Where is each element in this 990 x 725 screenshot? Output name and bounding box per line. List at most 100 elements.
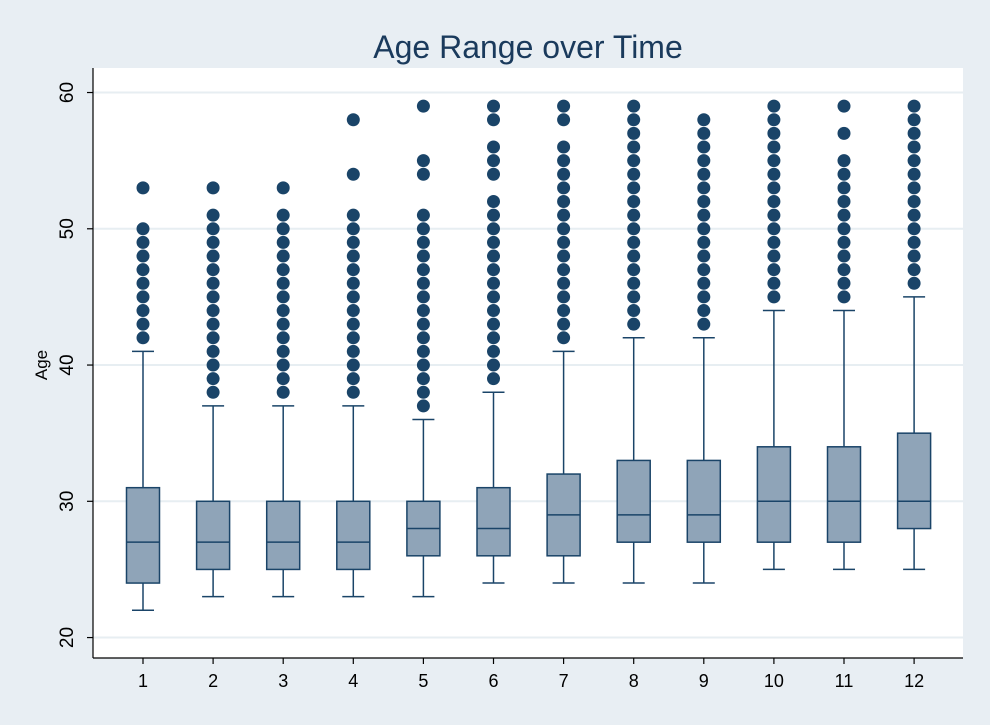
- outlier-point: [346, 290, 360, 304]
- chart-title: Age Range over Time: [373, 29, 683, 65]
- outlier-point: [767, 140, 781, 154]
- outlier-point: [627, 167, 641, 181]
- outlier-point: [276, 249, 290, 263]
- outlier-point: [837, 235, 851, 249]
- outlier-point: [627, 126, 641, 140]
- outlier-point: [697, 317, 711, 331]
- outlier-point: [487, 358, 500, 372]
- box-iqr: [756, 446, 792, 543]
- outlier-point: [557, 195, 571, 209]
- outlier-point: [627, 235, 641, 249]
- outlier-point: [767, 249, 781, 263]
- outlier-point: [837, 126, 851, 140]
- outlier-point: [487, 304, 500, 318]
- outlier-point: [276, 358, 290, 372]
- box-group-8: [616, 99, 651, 584]
- outlier-point: [767, 208, 781, 222]
- outlier-point: [136, 276, 150, 290]
- outlier-point: [557, 113, 571, 127]
- outlier-point: [346, 358, 360, 372]
- outlier-point: [907, 263, 921, 277]
- outlier-point: [136, 331, 150, 345]
- outlier-point: [557, 140, 571, 154]
- outlier-point: [206, 181, 220, 195]
- outlier-point: [416, 249, 430, 263]
- outlier-point: [276, 222, 290, 236]
- outlier-point: [416, 263, 430, 277]
- outlier-point: [557, 154, 571, 168]
- outlier-point: [416, 222, 430, 236]
- outlier-point: [206, 290, 220, 304]
- outlier-point: [907, 181, 921, 195]
- x-tick-label: 11: [835, 671, 854, 691]
- outlier-point: [557, 249, 571, 263]
- outlier-point: [767, 181, 781, 195]
- outlier-point: [206, 263, 220, 277]
- outlier-point: [557, 331, 571, 345]
- outlier-point: [206, 208, 220, 222]
- box-group-9: [686, 113, 722, 584]
- outlier-point: [907, 222, 921, 236]
- outlier-point: [697, 263, 711, 277]
- outlier-point: [206, 235, 220, 249]
- outlier-point: [487, 263, 500, 277]
- outlier-point: [276, 317, 290, 331]
- box-iqr: [476, 486, 511, 557]
- outlier-point: [907, 167, 921, 181]
- outlier-point: [136, 222, 150, 236]
- outlier-point: [206, 331, 220, 345]
- outlier-point: [346, 263, 360, 277]
- outlier-point: [416, 344, 430, 358]
- box-iqr: [125, 486, 161, 584]
- y-tick-label: 30: [57, 491, 78, 512]
- outlier-point: [627, 99, 641, 113]
- outlier-point: [416, 372, 430, 386]
- outlier-point: [907, 140, 921, 154]
- outlier-point: [136, 249, 150, 263]
- outlier-point: [136, 263, 150, 277]
- outlier-point: [487, 276, 500, 290]
- outlier-point: [627, 113, 641, 127]
- outlier-point: [206, 249, 220, 263]
- outlier-point: [907, 113, 921, 127]
- outlier-point: [907, 276, 921, 290]
- outlier-point: [627, 140, 641, 154]
- outlier-point: [346, 344, 360, 358]
- outlier-point: [487, 290, 500, 304]
- outlier-point: [276, 208, 290, 222]
- outlier-point: [346, 113, 360, 127]
- y-tick-label: 20: [57, 627, 78, 648]
- outlier-point: [627, 290, 641, 304]
- outlier-point: [557, 304, 571, 318]
- outlier-point: [767, 167, 781, 181]
- outlier-point: [557, 99, 571, 113]
- outlier-point: [557, 167, 571, 181]
- outlier-point: [907, 195, 921, 209]
- outlier-point: [136, 181, 150, 195]
- outlier-point: [346, 235, 360, 249]
- outlier-point: [206, 344, 220, 358]
- outlier-point: [276, 276, 290, 290]
- outlier-point: [557, 317, 571, 331]
- y-tick-label: 60: [57, 82, 78, 103]
- plot-area: [93, 68, 963, 658]
- outlier-point: [206, 276, 220, 290]
- box-iqr: [896, 432, 932, 530]
- outlier-point: [907, 249, 921, 263]
- outlier-point: [416, 385, 430, 399]
- y-tick-label: 50: [57, 218, 78, 239]
- boxes-layer: [125, 99, 932, 612]
- outlier-point: [487, 317, 500, 331]
- box-group-12: [896, 99, 932, 571]
- outlier-point: [346, 385, 360, 399]
- box-iqr: [265, 500, 301, 571]
- outlier-point: [837, 222, 851, 236]
- outlier-point: [907, 208, 921, 222]
- outlier-point: [767, 126, 781, 140]
- box-group-7: [546, 99, 581, 584]
- outlier-point: [627, 208, 641, 222]
- outlier-point: [276, 385, 290, 399]
- outlier-point: [206, 385, 220, 399]
